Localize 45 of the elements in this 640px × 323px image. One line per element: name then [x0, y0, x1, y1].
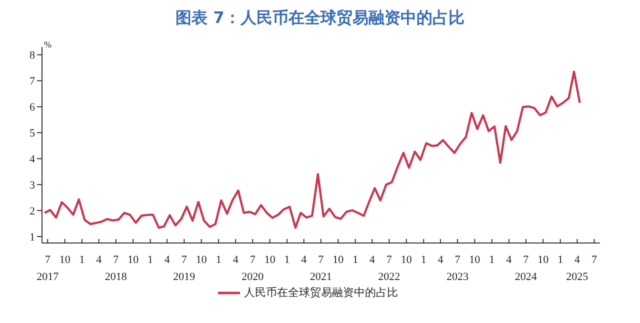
x-tick-label: 4 [164, 254, 170, 266]
x-tick-label: 1 [79, 254, 85, 266]
x-tick-label: 10 [400, 254, 412, 266]
y-tick-label: 2 [30, 205, 35, 218]
y-tick-label: 5 [30, 128, 36, 140]
x-tick-label: 7 2019 [173, 254, 196, 283]
y-tick-label: 3 [30, 179, 36, 192]
x-tick-label: 4 [301, 254, 308, 266]
x-tick-label: 7 2018 [104, 254, 128, 283]
x-tick-label: 4 [506, 254, 512, 266]
x-tick-label: 1 [284, 254, 290, 266]
x-tick-label: 4 2025 [566, 254, 589, 283]
x-tick-label: 10 [264, 254, 276, 266]
x-tick-label: 10 [196, 254, 208, 266]
x-tick-label: 1 [216, 254, 222, 266]
y-tick-label: 6 [30, 102, 36, 114]
x-tick-label: 1 [489, 254, 495, 266]
x-tick-label: 7 2021 [310, 254, 332, 283]
legend-label: 人民币在全球贸易融资中的占比 [244, 285, 398, 300]
x-tick-label: 4 [369, 254, 376, 266]
y-tick-label: 1 [30, 231, 35, 244]
x-tick-label: 10 [469, 254, 481, 266]
y-tick-label: 8 [30, 50, 36, 62]
y-tick-label: 4 [30, 154, 36, 166]
x-tick-label: 7 2017 [36, 254, 60, 283]
x-tick-label: 4 [438, 254, 444, 266]
x-tick-label: 4 [96, 254, 102, 266]
x-tick-label: 10 [59, 254, 71, 266]
x-tick-label: 7 2024 [514, 254, 538, 283]
x-tick-label: 4 [232, 254, 239, 266]
line-series [44, 70, 581, 229]
x-tick-label: 7 2022 [378, 254, 400, 283]
x-tick-label: 7 [591, 254, 598, 266]
chart-title: 图表 7：人民币在全球贸易融资中的占比 [174, 8, 466, 29]
x-tick-label: 1 [352, 254, 358, 266]
x-tick-label: 10 [538, 254, 550, 266]
y-axis-title: % [44, 39, 52, 50]
x-tick-label: 7 2023 [446, 254, 469, 283]
x-tick-label: 10 [128, 254, 140, 266]
x-tick-label: 7 2020 [242, 254, 264, 283]
x-tick-label: 1 [420, 254, 426, 266]
x-tick-label: 10 [332, 254, 344, 266]
x-tick-label: 1 [558, 254, 564, 266]
y-tick-label: 7 [30, 76, 36, 88]
x-tick-label: 1 [148, 254, 154, 266]
